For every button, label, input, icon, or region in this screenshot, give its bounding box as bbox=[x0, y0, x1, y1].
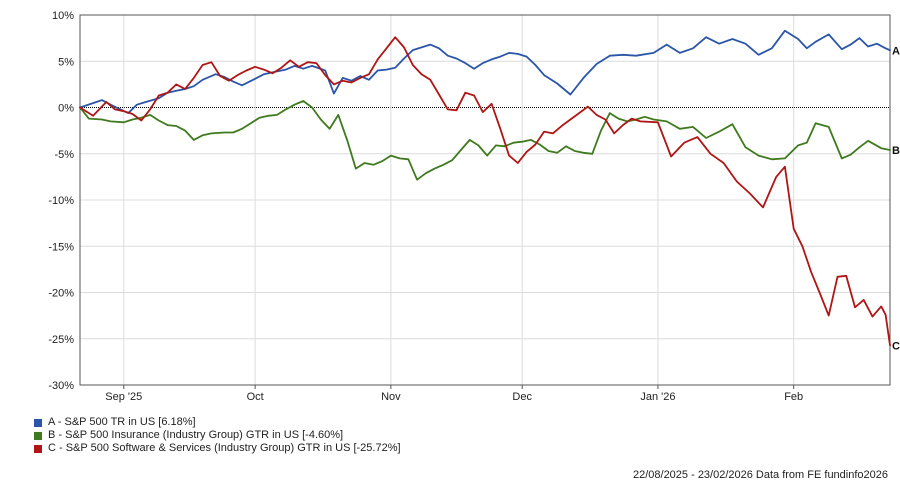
series-line-c bbox=[79, 36, 891, 347]
gridlines bbox=[80, 14, 890, 386]
x-tick-label: Jan '26 bbox=[640, 391, 675, 403]
series-line-b bbox=[79, 100, 891, 181]
legend-swatch-a bbox=[34, 418, 42, 427]
axes: 10% 5% 0% -5% -10% -15% -20% -25% -30% Sep '25 Oct… bbox=[48, 10, 891, 403]
series-end-label-c: C bbox=[892, 340, 900, 352]
x-tick-label: Dec bbox=[512, 391, 532, 403]
x-tick-label: Nov bbox=[381, 391, 401, 403]
series-end-labels: A B C bbox=[892, 45, 900, 352]
legend-item-b: B - S&P 500 Insurance (Industry Group) G… bbox=[34, 429, 401, 442]
y-tick-label: -10% bbox=[48, 195, 74, 207]
data-source-footer: 22/08/2025 - 23/02/2026 Data from FE fun… bbox=[632, 469, 888, 481]
series-line-a bbox=[79, 29, 891, 114]
y-tick-label: -15% bbox=[48, 241, 74, 253]
y-tick-label: -5% bbox=[54, 149, 74, 161]
y-tick-label: 5% bbox=[58, 56, 74, 68]
x-tick-label: Feb bbox=[784, 391, 803, 403]
x-tick-label: Sep '25 bbox=[105, 391, 142, 403]
chart-legend: A - S&P 500 TR in US [6.18%] B - S&P 500… bbox=[34, 416, 401, 455]
legend-item-a: A - S&P 500 TR in US [6.18%] bbox=[34, 416, 401, 429]
y-tick-label: 0% bbox=[58, 103, 74, 115]
y-tick-label: 10% bbox=[52, 10, 74, 22]
series-lines bbox=[79, 29, 891, 347]
legend-label-a: A - S&P 500 TR in US [6.18%] bbox=[48, 416, 196, 428]
legend-item-c: C - S&P 500 Software & Services (Industr… bbox=[34, 442, 401, 455]
y-tick-label: -25% bbox=[48, 334, 74, 346]
x-tick-label: Oct bbox=[247, 391, 264, 403]
series-end-label-a: A bbox=[892, 45, 900, 57]
series-end-label-b: B bbox=[892, 145, 900, 157]
legend-label-b: B - S&P 500 Insurance (Industry Group) G… bbox=[48, 429, 344, 441]
plot-frame bbox=[79, 14, 891, 386]
y-tick-label: -30% bbox=[48, 380, 74, 392]
line-chart: 10% 5% 0% -5% -10% -15% -20% -25% -30% Sep '25 Oct… bbox=[48, 10, 900, 403]
legend-label-c: C - S&P 500 Software & Services (Industr… bbox=[48, 442, 401, 454]
legend-swatch-b bbox=[34, 431, 42, 440]
legend-swatch-c bbox=[34, 444, 42, 453]
y-tick-label: -20% bbox=[48, 288, 74, 300]
